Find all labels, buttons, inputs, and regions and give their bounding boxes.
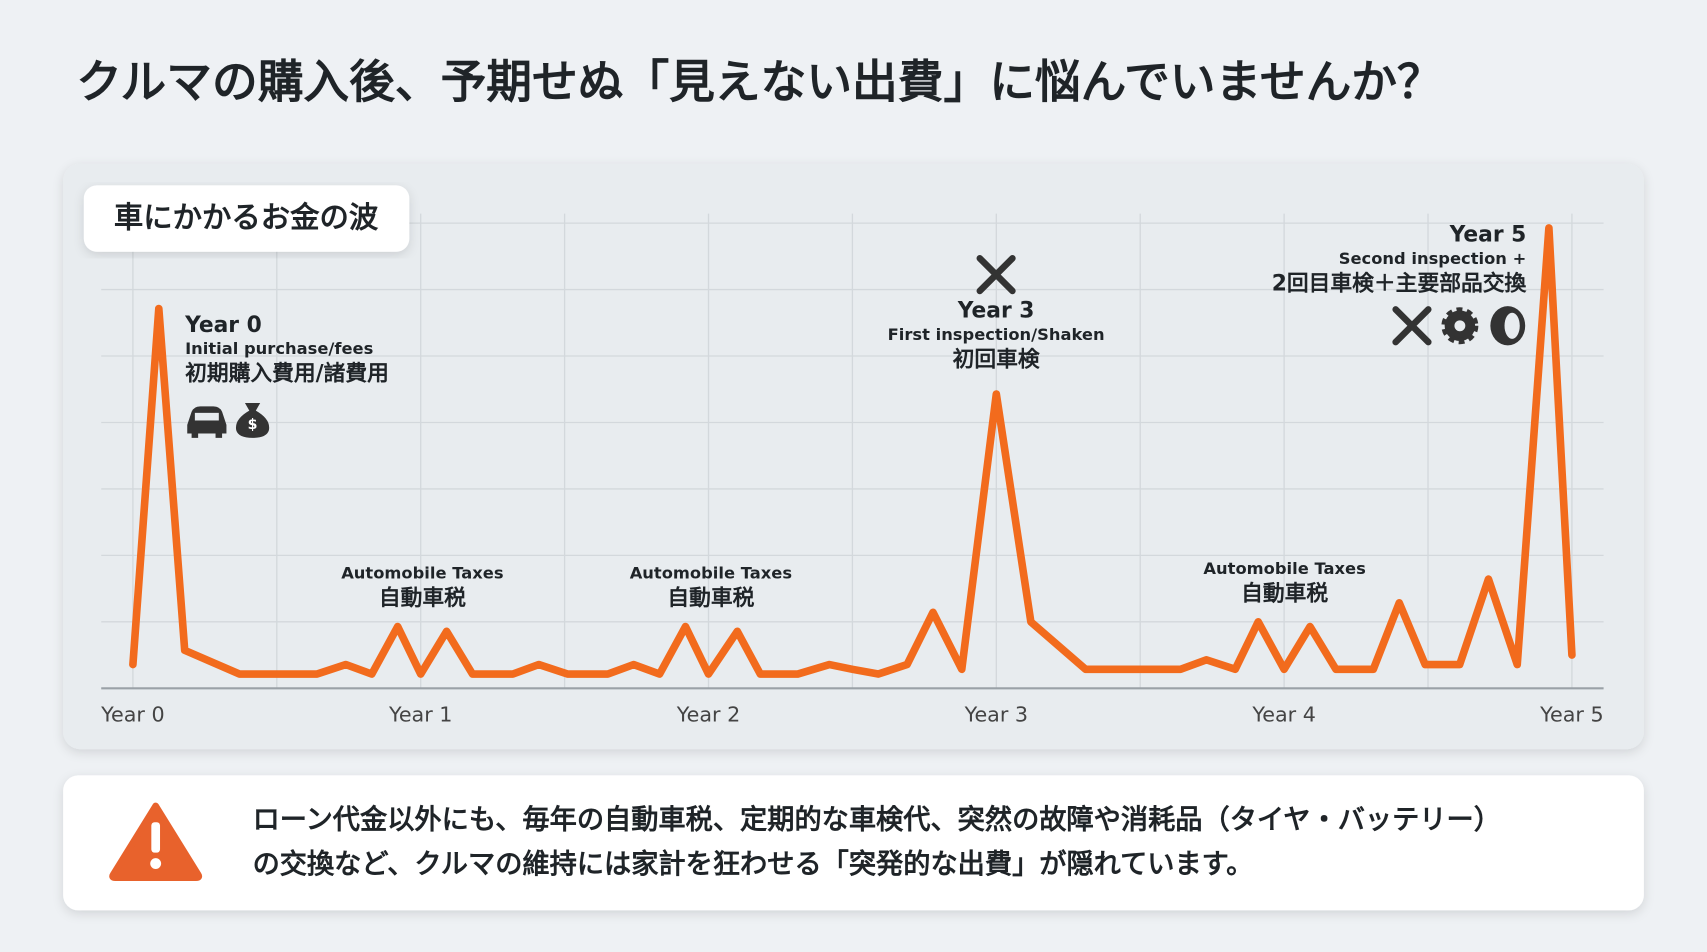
annotation: Automobile Taxes — [341, 563, 503, 582]
data-line — [129, 224, 1576, 678]
annotation: Second inspection + — [1339, 249, 1527, 268]
notice-card — [63, 775, 1644, 911]
x-tick-label: Year 4 — [1251, 703, 1316, 727]
plot: Year 0 Year 1 Year 2 Year 3 Year 4 Year 5 — [100, 213, 1604, 727]
annotation: Initial purchase/fees — [185, 339, 373, 358]
chart-title: 車にかかるお金の波 — [114, 201, 379, 235]
car-icon — [187, 406, 227, 438]
annotation: 初回車検 — [953, 347, 1040, 373]
annotation: Year 0 — [184, 313, 262, 338]
annotation: Automobile Taxes — [1203, 559, 1365, 578]
page-title: クルマの購入後、予期せぬ「見えない出費」に悩んでいませんか？ — [76, 56, 1443, 109]
notice-text: の交換など、クルマの維持には家計を狂わせる「突発的な出費」が隠れています。 — [253, 848, 1254, 880]
tools-icon — [976, 255, 1016, 295]
tools-icon — [1392, 306, 1432, 346]
chart-card — [63, 163, 1644, 750]
gear-icon — [1441, 307, 1479, 345]
notice-text: ローン代金以外にも、毎年の自動車税、定期的な車検代、突然の故障や消耗品（タイヤ・… — [253, 804, 1501, 836]
annotation: Year 5 — [1449, 222, 1527, 247]
annotation: 初期購入費用/諸費用 — [185, 361, 389, 387]
annotation: Automobile Taxes — [630, 563, 792, 582]
warning-icon — [109, 802, 203, 881]
annotation: 2回目車検＋主要部品交換 — [1272, 270, 1527, 296]
annotation: 自動車税 — [667, 585, 754, 611]
x-tick-label: Year 2 — [676, 703, 741, 727]
chart-title-box — [83, 185, 410, 252]
x-tick-label: Year 5 — [1539, 703, 1604, 727]
annotation: Year 3 — [957, 299, 1035, 324]
money-bag-icon: $ — [235, 403, 270, 438]
svg-text:$: $ — [248, 417, 258, 433]
annotation: 自動車税 — [1241, 581, 1328, 607]
tire-icon — [1490, 306, 1526, 346]
annotation: First inspection/Shaken — [888, 325, 1105, 344]
x-tick-label: Year 3 — [964, 703, 1029, 727]
annotation: 自動車税 — [379, 585, 466, 611]
x-tick-label: Year 1 — [388, 703, 453, 727]
x-tick-label: Year 0 — [100, 703, 165, 727]
